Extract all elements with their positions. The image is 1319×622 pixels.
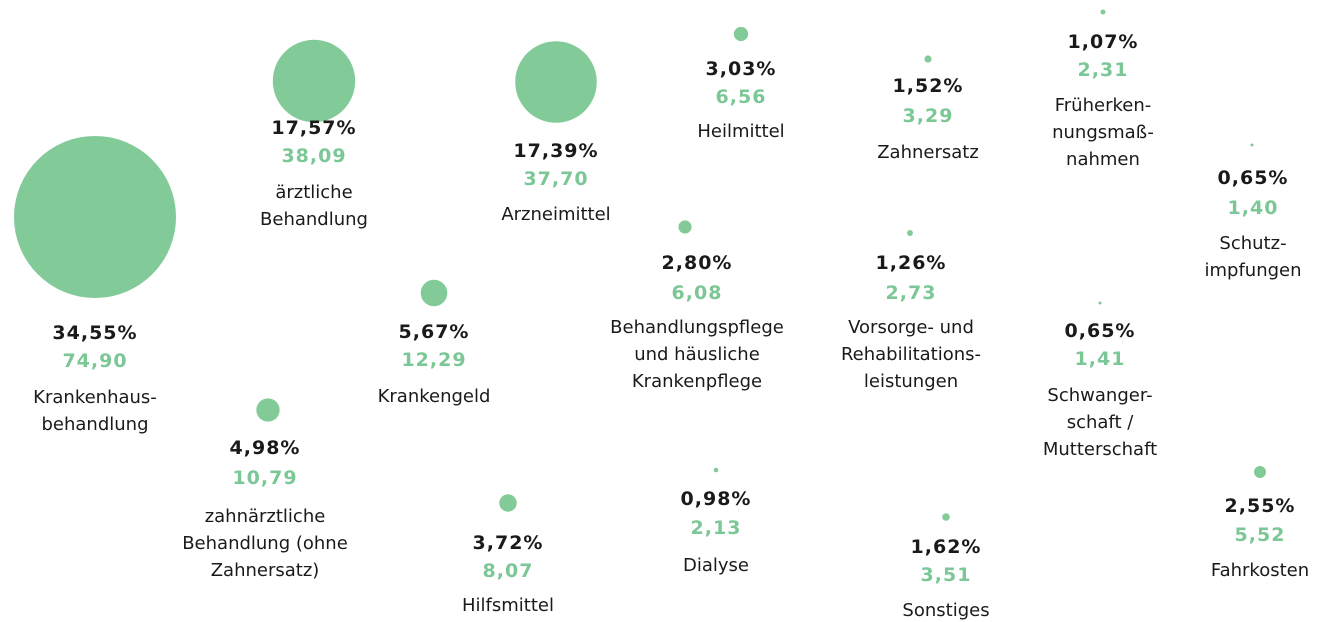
amount-label: 1,41 xyxy=(1074,348,1126,370)
bubble xyxy=(13,135,177,299)
bubble xyxy=(907,230,913,236)
category-label: Früherken- nungsmaß- nahmen xyxy=(1052,95,1154,170)
bubble xyxy=(272,39,356,123)
amount-label: 37,70 xyxy=(523,168,589,190)
bubble xyxy=(499,494,517,512)
category-label: Krankengeld xyxy=(377,386,491,407)
percent-label: 1,07% xyxy=(1067,31,1139,53)
bubble xyxy=(1254,466,1266,478)
percent-label: 17,39% xyxy=(513,140,599,162)
category-label: Schwanger- schaft / Mutterschaft xyxy=(1042,385,1158,460)
percent-label: 2,80% xyxy=(661,252,733,274)
percent-label: 1,52% xyxy=(892,75,964,97)
amount-label: 12,29 xyxy=(401,349,467,371)
percent-label: 5,67% xyxy=(398,321,470,343)
bubble xyxy=(942,513,950,521)
category-label: Behandlungspflege und häusliche Krankenp… xyxy=(610,317,784,392)
bubble xyxy=(1250,143,1254,147)
bubble xyxy=(256,398,280,422)
amount-label: 3,29 xyxy=(902,105,954,127)
category-label: Heilmittel xyxy=(697,121,785,142)
bubble xyxy=(515,41,597,123)
amount-label: 6,56 xyxy=(715,86,767,108)
amount-label: 10,79 xyxy=(232,467,298,489)
amount-label: 2,73 xyxy=(885,282,937,304)
percent-label: 4,98% xyxy=(229,437,301,459)
category-label: Arzneimittel xyxy=(501,204,611,225)
category-label: Krankenhaus- behandlung xyxy=(33,387,157,435)
category-label: Hilfsmittel xyxy=(462,595,554,616)
category-label: zahnärztliche Behandlung (ohne Zahnersat… xyxy=(182,506,348,581)
percent-label: 1,26% xyxy=(875,252,947,274)
category-label: Vorsorge- und Rehabilitations- leistunge… xyxy=(840,317,982,392)
amount-label: 38,09 xyxy=(281,145,347,167)
amount-label: 3,51 xyxy=(920,564,972,586)
bubble xyxy=(678,220,692,234)
category-label: Zahnersatz xyxy=(877,142,979,163)
percent-label: 1,62% xyxy=(910,536,982,558)
bubble xyxy=(1098,301,1102,305)
amount-label: 2,13 xyxy=(690,517,742,539)
percent-label: 17,57% xyxy=(271,117,357,139)
amount-label: 74,90 xyxy=(62,350,128,372)
category-label: Dialyse xyxy=(683,555,749,576)
percent-label: 3,72% xyxy=(472,532,544,554)
percent-label: 34,55% xyxy=(52,322,138,344)
amount-label: 5,52 xyxy=(1234,524,1286,546)
percent-label: 0,98% xyxy=(680,488,752,510)
bubble xyxy=(420,279,448,307)
amount-label: 6,08 xyxy=(671,282,723,304)
percent-label: 2,55% xyxy=(1224,495,1296,517)
category-label: ärztliche Behandlung xyxy=(260,182,368,230)
category-label: Schutz- impfungen xyxy=(1204,233,1302,281)
category-label: Sonstiges xyxy=(902,600,990,621)
category-label: Fahrkosten xyxy=(1210,560,1310,581)
percent-label: 0,65% xyxy=(1064,320,1136,342)
percent-label: 3,03% xyxy=(705,58,777,80)
bubble xyxy=(924,55,932,63)
amount-label: 2,31 xyxy=(1077,59,1129,81)
amount-label: 1,40 xyxy=(1227,197,1279,219)
bubble xyxy=(1100,9,1106,15)
bubble xyxy=(733,26,749,42)
amount-label: 8,07 xyxy=(482,560,534,582)
percent-label: 0,65% xyxy=(1217,167,1289,189)
bubble xyxy=(713,467,719,473)
